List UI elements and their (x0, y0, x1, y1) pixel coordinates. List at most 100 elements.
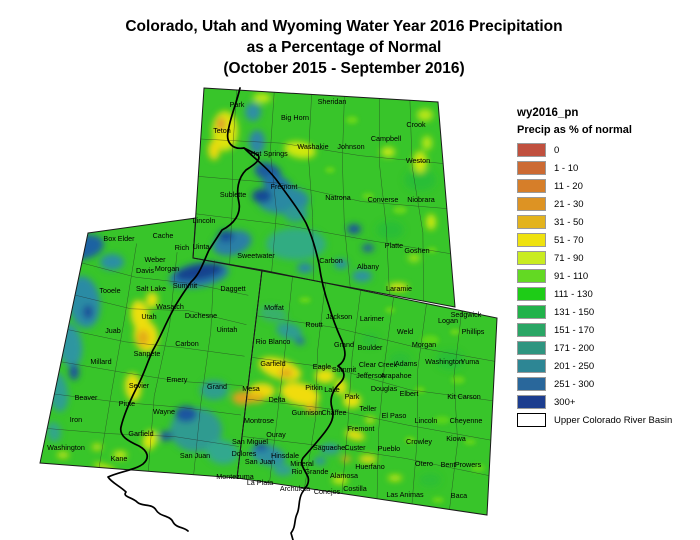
basin-label: Upper Colorado River Basin (554, 414, 673, 426)
legend-item: 171 - 200 (517, 339, 695, 357)
legend-item: 251 - 300 (517, 375, 695, 393)
legend-items: 0 1 - 10 11 - 20 21 - 30 31 - 50 51 - 70 71 - … (517, 141, 695, 411)
county-label: Iron (70, 415, 82, 424)
county-label: Beaver (75, 393, 98, 402)
county-label: San Miguel (232, 437, 268, 446)
county-label: Sevier (129, 381, 150, 390)
county-label: Las Animas (386, 490, 424, 499)
legend-item-label: 171 - 200 (554, 342, 595, 354)
county-label: Laramie (386, 284, 412, 293)
county-label: Weld (397, 327, 413, 336)
county-label: Fremont (271, 182, 298, 191)
county-label: Grand (334, 340, 354, 349)
county-label: Rich (175, 243, 189, 252)
county-label: Park (230, 100, 245, 109)
legend-item: 71 - 90 (517, 249, 695, 267)
county-label: Park (345, 392, 360, 401)
legend-item-label: 300+ (554, 396, 576, 408)
county-label: Niobrara (407, 195, 435, 204)
legend-item: 111 - 130 (517, 285, 695, 303)
county-label: Crook (406, 120, 426, 129)
county-label: Juab (105, 326, 121, 335)
county-label: Hot Springs (250, 149, 288, 158)
county-label: Sedgwick (451, 310, 482, 319)
county-label: Sheridan (318, 97, 347, 106)
county-label: Mesa (242, 384, 260, 393)
county-label: Garfield (260, 359, 285, 368)
legend-subtitle: Precip as % of normal (517, 124, 632, 136)
county-label: Gunnison (292, 408, 323, 417)
legend-item: 51 - 70 (517, 231, 695, 249)
title-line-1: Colorado, Utah and Wyoming Water Year 20… (125, 18, 563, 35)
legend-item-label: 71 - 90 (554, 252, 584, 264)
county-label: Big Horn (281, 113, 309, 122)
county-label: Moffat (264, 303, 284, 312)
state-borders (39, 87, 498, 516)
county-label: Emery (167, 375, 188, 384)
county-label: Rio Grande (292, 467, 329, 476)
legend-item: 21 - 30 (517, 195, 695, 213)
county-label: Piute (119, 399, 135, 408)
legend-item: 11 - 20 (517, 177, 695, 195)
county-label: Mineral (290, 459, 314, 468)
title-line-2: as a Percentage of Normal (246, 39, 442, 56)
legend-item: 151 - 170 (517, 321, 695, 339)
county-label: Lincoln (193, 216, 216, 225)
legend-item-label: 21 - 30 (554, 198, 584, 210)
county-label: Washington (47, 443, 85, 452)
legend-swatch (517, 323, 546, 337)
county-label: Costilla (343, 484, 367, 493)
legend: wy2016_pn Precip as % of normal 0 1 - 10 1… (517, 107, 695, 429)
county-label: Albany (357, 262, 379, 271)
legend-item-label: 51 - 70 (554, 234, 584, 246)
county-label: Cheyenne (450, 416, 483, 425)
county-label: Prowers (455, 460, 482, 469)
county-label: Hinsdale (271, 451, 299, 460)
legend-swatch (517, 161, 546, 175)
county-label: Wasatch (156, 302, 184, 311)
county-labels: Park Big Horn Sheridan Crook Teton Campbell Wa… (47, 97, 485, 500)
county-label: Summit (332, 365, 356, 374)
legend-swatch (517, 233, 546, 247)
county-label: Dolores (232, 449, 257, 458)
county-label: Saguache (313, 443, 345, 452)
legend-item-label: 31 - 50 (554, 216, 584, 228)
legend-item-label: 111 - 130 (554, 288, 593, 300)
county-label: Carbon (175, 339, 199, 348)
county-label: Phillips (462, 327, 485, 336)
county-label: Crowley (406, 437, 432, 446)
county-label: Grand (207, 382, 227, 391)
title-line-3: (October 2015 - September 2016) (223, 60, 465, 77)
legend-item-label: 91 - 110 (554, 270, 589, 282)
legend-swatch (517, 251, 546, 265)
county-label: Carbon (319, 256, 343, 265)
county-label: Lake (324, 385, 340, 394)
map-title: Colorado, Utah and Wyoming Water Year 20… (0, 16, 688, 79)
county-label: Arapahoe (380, 371, 411, 380)
basin-swatch (517, 413, 546, 427)
legend-item-label: 1 - 10 (554, 162, 579, 174)
county-label: Archuleta (280, 484, 310, 493)
legend-swatch (517, 341, 546, 355)
county-label: Pueblo (378, 444, 400, 453)
legend-item: 1 - 10 (517, 159, 695, 177)
county-label: Otero (415, 459, 433, 468)
county-label: Jefferson (356, 371, 385, 380)
county-label: Boulder (358, 343, 383, 352)
county-label: Goshen (404, 246, 429, 255)
county-label: Wayne (153, 407, 175, 416)
county-label: Natrona (325, 193, 351, 202)
county-label: Cache (153, 231, 174, 240)
county-label: Adams (395, 359, 418, 368)
county-label: Utah (141, 312, 156, 321)
county-label: San Juan (180, 451, 210, 460)
county-label: Summit (173, 281, 197, 290)
county-label: Eagle (313, 362, 331, 371)
county-label: Lincoln (415, 416, 438, 425)
legend-swatch (517, 359, 546, 373)
county-label: Washington (425, 357, 463, 366)
county-label: Montrose (244, 416, 274, 425)
county-label: Weber (144, 255, 166, 264)
